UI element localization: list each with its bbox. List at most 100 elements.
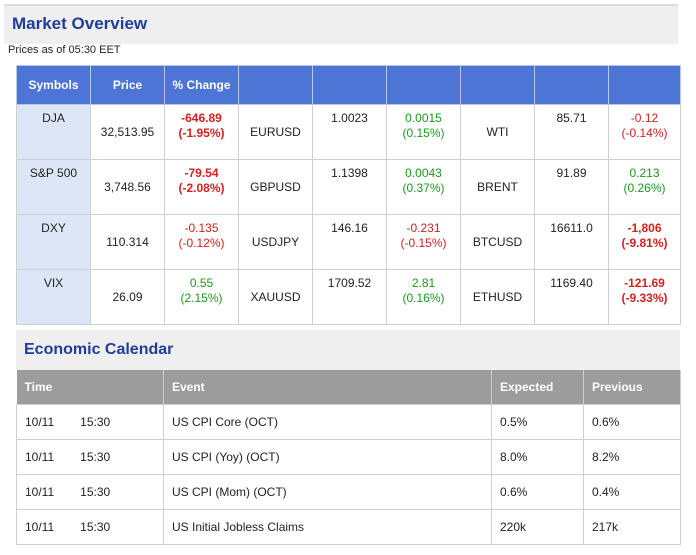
time-cell: 10/11 15:30 (16, 439, 164, 475)
economic-calendar-table: Time Event Expected Previous 10/11 15:30 U… (16, 370, 681, 545)
market-overview-header: Market Overview (4, 4, 678, 44)
change-cell: -0.12 (-0.14%) (608, 104, 681, 160)
event-cell: US Initial Jobless Claims (163, 509, 492, 545)
col-header-blank (386, 65, 461, 105)
table-row: 10/11 15:30 US CPI Core (OCT) 0.5% 0.6% (16, 404, 681, 440)
change-percent: (0.15%) (402, 126, 445, 140)
event-time: 15:30 (80, 450, 111, 464)
time-cell: 10/11 15:30 (16, 509, 164, 545)
change-percent: (0.37%) (402, 181, 445, 195)
symbol-cell: S&P 500 (16, 159, 91, 215)
price-cell: 26.09 (90, 269, 165, 325)
event-cell: US CPI (Mom) (OCT) (163, 474, 492, 510)
market-table: Symbols Price % Change DJA 32,513.95 -646.… (16, 65, 681, 325)
price-cell: 85.71 (534, 104, 609, 160)
change-cell: 0.0015 (0.15%) (386, 104, 461, 160)
col-header-change: % Change (164, 65, 239, 105)
expected-cell: 8.0% (491, 439, 584, 475)
change-cell: -79.54 (-2.08%) (164, 159, 239, 215)
price-cell: 1.1398 (312, 159, 387, 215)
col-header-blank (312, 65, 387, 105)
change-cell: 0.0043 (0.37%) (386, 159, 461, 215)
change-value: -121.69 (624, 276, 665, 290)
change-percent: (-9.33%) (621, 291, 668, 305)
symbol-cell: GBPUSD (238, 159, 313, 215)
change-percent: (-2.08%) (178, 181, 225, 195)
symbol-cell: VIX (16, 269, 91, 325)
event-date: 10/11 (25, 415, 55, 429)
price-cell: 32,513.95 (90, 104, 165, 160)
change-value: 0.0043 (405, 166, 442, 180)
previous-cell: 0.6% (583, 404, 681, 440)
symbol-cell: WTI (460, 104, 535, 160)
event-time: 15:30 (80, 485, 111, 499)
change-percent: (-1.95%) (178, 126, 225, 140)
change-value: 0.55 (189, 276, 214, 290)
col-header-symbols: Symbols (16, 65, 91, 105)
event-time: 15:30 (80, 415, 111, 429)
market-row: DJA 32,513.95 -646.89 (-1.95%) EURUSD 1.0023 0… (16, 104, 681, 160)
change-percent: (-0.15%) (400, 236, 447, 250)
col-header-time: Time (16, 370, 164, 405)
event-date: 10/11 (25, 520, 55, 534)
event-time: 15:30 (80, 520, 111, 534)
symbol-cell: DJA (16, 104, 91, 160)
symbol-cell: ETHUSD (460, 269, 535, 325)
col-header-expected: Expected (491, 370, 584, 405)
col-header-blank (238, 65, 313, 105)
economic-calendar-title: Economic Calendar (24, 341, 174, 358)
col-header-blank (608, 65, 681, 105)
price-cell: 1709.52 (312, 269, 387, 325)
change-cell: 0.213 (0.26%) (608, 159, 681, 215)
change-cell: 0.55 (2.15%) (164, 269, 239, 325)
table-row: 10/11 15:30 US Initial Jobless Claims 220k 2… (16, 509, 681, 545)
change-percent: (0.26%) (623, 181, 666, 195)
change-percent: (-9.81%) (621, 236, 668, 250)
change-cell: -646.89 (-1.95%) (164, 104, 239, 160)
change-percent: (0.16%) (402, 291, 445, 305)
expected-cell: 220k (491, 509, 584, 545)
previous-cell: 8.2% (583, 439, 681, 475)
change-value: 0.0015 (405, 111, 442, 125)
symbol-cell: BRENT (460, 159, 535, 215)
expected-cell: 0.5% (491, 404, 584, 440)
symbol-cell: BTCUSD (460, 214, 535, 270)
event-date: 10/11 (25, 450, 55, 464)
event-date: 10/11 (25, 485, 55, 499)
change-value: -0.231 (406, 221, 441, 235)
expected-cell: 0.6% (491, 474, 584, 510)
change-cell: -121.69 (-9.33%) (608, 269, 681, 325)
market-overview-title: Market Overview (12, 14, 148, 33)
symbol-cell: DXY (16, 214, 91, 270)
symbol-cell: EURUSD (238, 104, 313, 160)
time-cell: 10/11 15:30 (16, 474, 164, 510)
price-cell: 91.89 (534, 159, 609, 215)
change-value: -1,806 (627, 221, 662, 235)
price-cell: 16611.0 (534, 214, 609, 270)
market-header-row: Symbols Price % Change (16, 65, 681, 105)
price-cell: 1.0023 (312, 104, 387, 160)
event-cell: US CPI Core (OCT) (163, 404, 492, 440)
change-cell: -1,806 (-9.81%) (608, 214, 681, 270)
market-row: S&P 500 3,748.56 -79.54 (-2.08%) GBPUSD 1.139… (16, 159, 681, 215)
col-header-price: Price (90, 65, 165, 105)
change-percent: (2.15%) (180, 291, 223, 305)
col-header-event: Event (163, 370, 492, 405)
change-value: -0.135 (184, 221, 219, 235)
market-row: VIX 26.09 0.55 (2.15%) XAUUSD 1709.52 2.81 (0.1… (16, 269, 681, 325)
change-percent: (-0.14%) (621, 126, 668, 140)
col-header-previous: Previous (583, 370, 681, 405)
event-cell: US CPI (Yoy) (OCT) (163, 439, 492, 475)
price-cell: 146.16 (312, 214, 387, 270)
price-cell: 110.314 (90, 214, 165, 270)
table-row: 10/11 15:30 US CPI (Yoy) (OCT) 8.0% 8.2% (16, 439, 681, 475)
market-row: DXY 110.314 -0.135 (-0.12%) USDJPY 146.16 -0.2… (16, 214, 681, 270)
price-cell: 1169.40 (534, 269, 609, 325)
previous-cell: 0.4% (583, 474, 681, 510)
table-row: 10/11 15:30 US CPI (Mom) (OCT) 0.6% 0.4% (16, 474, 681, 510)
prices-timestamp: Prices as of 05:30 EET (8, 44, 121, 56)
change-value: 2.81 (411, 276, 436, 290)
symbol-cell: USDJPY (238, 214, 313, 270)
time-cell: 10/11 15:30 (16, 404, 164, 440)
change-value: -646.89 (181, 111, 222, 125)
